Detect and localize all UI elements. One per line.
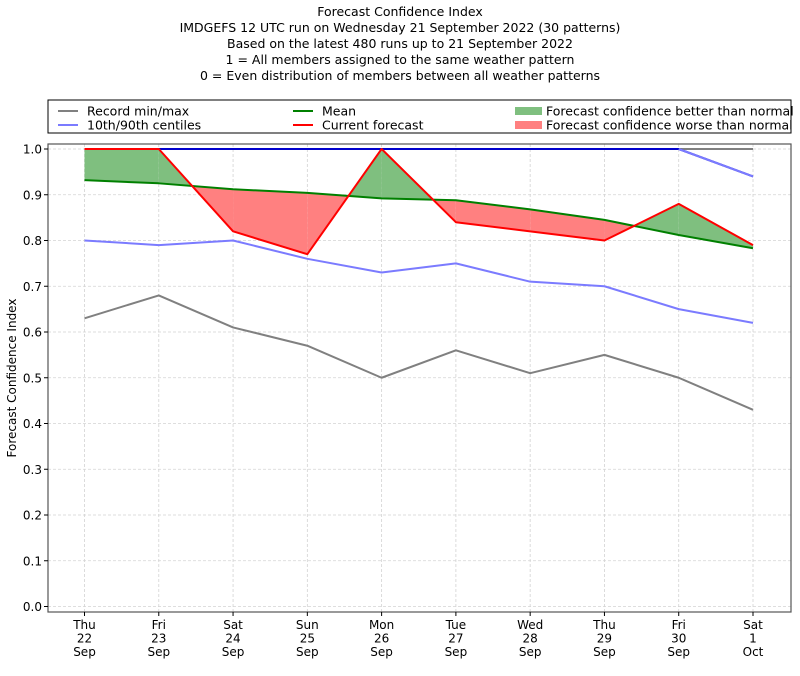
y-tick-label: 0.8 — [23, 234, 42, 248]
x-tick-label: 23 — [151, 632, 166, 646]
x-tick-label: Sep — [445, 645, 468, 659]
y-tick-label: 0.4 — [23, 417, 42, 431]
x-tick-label: 26 — [374, 632, 389, 646]
fill-better-than-normal — [84, 149, 159, 184]
y-tick-label: 0.6 — [23, 326, 42, 340]
y-tick-label: 0.0 — [23, 600, 42, 614]
x-tick-label: 1 — [749, 632, 757, 646]
x-tick-label: Sep — [370, 645, 393, 659]
y-tick-label: 0.3 — [23, 463, 42, 477]
x-tick-label: Thu — [592, 618, 616, 632]
x-tick-label: Sep — [593, 645, 616, 659]
series-line-record-min — [84, 294, 754, 411]
series-line-p10 — [84, 239, 754, 324]
x-tick-label: Thu — [72, 618, 96, 632]
x-tick-label: Sat — [743, 618, 763, 632]
y-tick-label: 0.2 — [23, 509, 42, 523]
chart-subtitle-4: 0 = Even distribution of members between… — [199, 68, 601, 83]
x-tick-label: Oct — [743, 645, 764, 659]
x-tick-label: Sep — [73, 645, 96, 659]
series-line-mean — [84, 179, 754, 250]
fill-worse-than-normal — [233, 189, 308, 255]
legend-label: Record min/max — [87, 104, 189, 119]
legend-label: Mean — [322, 104, 356, 119]
legend-swatch-patch — [515, 121, 542, 129]
x-tick-label: Sep — [147, 645, 170, 659]
x-tick-label: Sep — [519, 645, 542, 659]
y-tick-label: 0.9 — [23, 188, 42, 202]
x-tick-label: 24 — [225, 632, 240, 646]
legend-label: 10th/90th centiles — [87, 118, 201, 133]
y-axis: 0.0 0.1 0.2 0.3 0.4 0.5 0.6 0.7 0.8 0.9 1.0 — [23, 143, 48, 614]
y-tick-label: 0.1 — [23, 554, 42, 568]
x-tick-label: Mon — [369, 618, 394, 632]
x-tick-label: Sun — [296, 618, 319, 632]
x-tick-label: 30 — [671, 632, 686, 646]
chart-title-block: Forecast Confidence Index IMDGEFS 12 UTC… — [0, 4, 800, 84]
x-tick-label: Tue — [445, 618, 467, 632]
x-tick-label: 28 — [523, 632, 538, 646]
chart-subtitle-1: IMDGEFS 12 UTC run on Wednesday 21 Septe… — [179, 20, 621, 35]
y-tick-label: 1.0 — [23, 143, 42, 157]
x-tick-label: 25 — [300, 632, 315, 646]
legend-label: Current forecast — [322, 118, 424, 133]
x-axis: Thu22SepFri23SepSat24SepSun25SepMon26Sep… — [72, 612, 764, 659]
x-tick-label: 27 — [448, 632, 463, 646]
series-line-p90 — [84, 148, 754, 178]
chart-subtitle-2: Based on the latest 480 runs up to 21 Se… — [227, 36, 573, 51]
legend-swatch-patch — [515, 107, 542, 115]
x-tick-label: Sep — [667, 645, 690, 659]
x-tick-label: Fri — [672, 618, 686, 632]
x-tick-label: Wed — [517, 618, 543, 632]
series-lines — [84, 148, 754, 411]
x-tick-label: Sat — [223, 618, 243, 632]
x-tick-label: Sep — [222, 645, 245, 659]
legend-label: Forecast confidence worse than normal — [546, 118, 793, 133]
chart-subtitle-3: 1 = All members assigned to the same wea… — [225, 52, 575, 67]
confidence-fills — [84, 149, 753, 255]
x-tick-label: 22 — [77, 632, 92, 646]
y-tick-label: 0.7 — [23, 280, 42, 294]
y-tick-label: 0.5 — [23, 371, 42, 385]
series-line-current — [84, 148, 754, 256]
legend-label: Forecast confidence better than normal — [546, 104, 794, 119]
x-tick-label: 29 — [597, 632, 612, 646]
chart-title: Forecast Confidence Index — [317, 4, 483, 19]
x-tick-label: Fri — [152, 618, 166, 632]
series-line-p90-drop — [678, 148, 754, 178]
legend-frame — [47, 99, 792, 134]
x-tick-label: Sep — [296, 645, 319, 659]
y-axis-label: Forecast Confidence Index — [5, 299, 19, 458]
